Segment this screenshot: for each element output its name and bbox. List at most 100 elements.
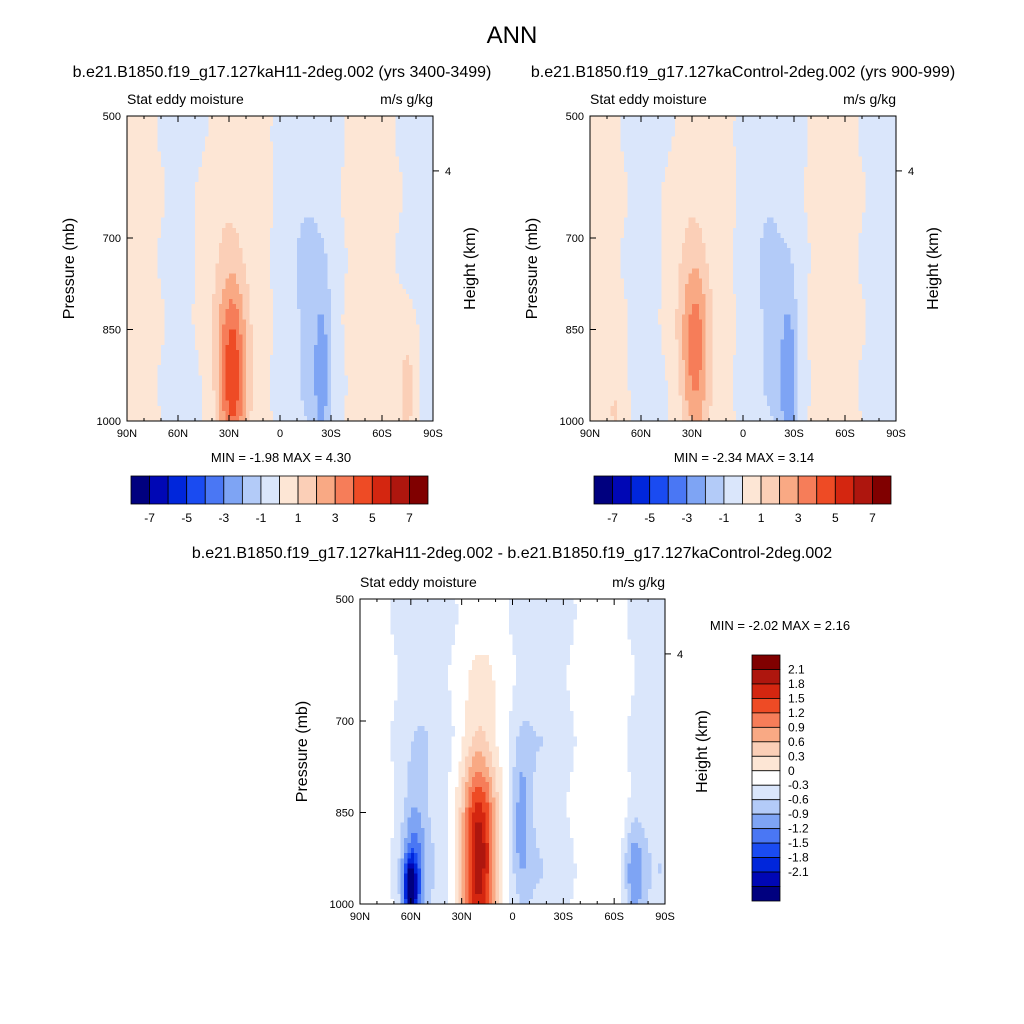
heatmap-cell bbox=[382, 146, 386, 153]
heatmap-cell bbox=[171, 324, 176, 331]
heatmap-cell bbox=[218, 141, 223, 148]
heatmap-cell bbox=[140, 217, 145, 224]
heatmap-cell bbox=[269, 161, 274, 168]
heatmap-cell bbox=[334, 151, 339, 158]
heatmap-cell bbox=[161, 192, 165, 198]
heatmap-cell bbox=[307, 253, 312, 259]
heatmap-cell bbox=[167, 263, 172, 270]
heatmap-cell bbox=[171, 126, 176, 132]
heatmap-cell bbox=[232, 349, 237, 356]
heatmap-cell bbox=[344, 283, 349, 290]
heatmap-cell bbox=[215, 395, 220, 402]
heatmap-cell bbox=[344, 288, 349, 295]
heatmap-cell bbox=[239, 253, 244, 259]
heatmap-cell bbox=[218, 248, 223, 254]
heatmap-cell bbox=[263, 166, 267, 173]
heatmap-cell bbox=[320, 131, 325, 137]
heatmap-cell bbox=[293, 161, 298, 168]
heatmap-cell bbox=[178, 171, 182, 178]
heatmap-cell bbox=[327, 131, 332, 137]
heatmap-cell bbox=[310, 238, 315, 244]
heatmap-cell bbox=[140, 202, 145, 209]
heatmap-cell bbox=[198, 375, 203, 381]
heatmap-cell bbox=[225, 283, 230, 290]
heatmap-cell bbox=[331, 288, 335, 295]
heatmap-cell bbox=[157, 202, 162, 209]
heatmap-cell bbox=[297, 288, 301, 295]
heatmap-cell bbox=[382, 121, 386, 127]
heatmap-cell bbox=[212, 177, 216, 183]
heatmap-cell bbox=[293, 202, 298, 209]
heatmap-cell bbox=[266, 222, 271, 229]
heatmap-cell bbox=[137, 349, 142, 356]
heatmap-cell bbox=[348, 177, 352, 183]
heatmap-cell bbox=[235, 227, 240, 234]
heatmap-cell bbox=[205, 222, 210, 229]
heatmap-cell bbox=[303, 116, 308, 122]
heatmap-cell bbox=[212, 116, 216, 122]
heatmap-cell bbox=[286, 380, 291, 387]
heatmap-cell bbox=[293, 192, 298, 198]
heatmap-cell bbox=[314, 141, 318, 148]
heatmap-cell bbox=[205, 177, 210, 183]
heatmap-cell bbox=[320, 278, 325, 285]
heatmap-cell bbox=[133, 131, 138, 137]
heatmap-cell bbox=[218, 268, 223, 275]
heatmap-cell bbox=[188, 263, 193, 270]
heatmap-cell bbox=[293, 283, 298, 290]
heatmap-cell bbox=[293, 309, 298, 315]
heatmap-cell bbox=[382, 116, 386, 122]
heatmap-cell bbox=[371, 232, 376, 239]
heatmap-cell bbox=[426, 309, 431, 315]
heatmap-cell bbox=[429, 268, 434, 275]
heatmap-cell bbox=[154, 207, 159, 214]
heatmap-cell bbox=[310, 222, 315, 229]
heatmap-cell bbox=[341, 278, 346, 285]
heatmap-cell bbox=[164, 278, 169, 285]
heatmap-cell bbox=[269, 319, 274, 326]
heatmap-cell bbox=[273, 253, 278, 259]
heatmap-cell bbox=[422, 288, 427, 295]
heatmap-cell bbox=[317, 161, 322, 168]
heatmap-cell bbox=[354, 116, 359, 122]
heatmap-cell bbox=[399, 273, 403, 280]
heatmap-cell bbox=[256, 141, 261, 148]
heatmap-cell bbox=[164, 283, 169, 290]
heatmap-cell bbox=[242, 207, 247, 214]
heatmap-cell bbox=[232, 288, 237, 295]
heatmap-cell bbox=[405, 293, 410, 300]
heatmap-cell bbox=[229, 278, 233, 285]
heatmap-cell bbox=[395, 268, 400, 275]
heatmap-cell bbox=[382, 156, 386, 163]
heatmap-cell bbox=[327, 146, 332, 153]
heatmap-cell bbox=[201, 166, 206, 173]
heatmap-cell bbox=[229, 304, 233, 310]
heatmap-cell bbox=[229, 136, 233, 143]
heatmap-cell bbox=[395, 263, 400, 270]
heatmap-cell bbox=[331, 299, 335, 305]
heatmap-cell bbox=[133, 136, 138, 143]
heatmap-cell bbox=[395, 299, 400, 305]
heatmap-cell bbox=[188, 232, 193, 239]
heatmap-cell bbox=[252, 171, 257, 178]
heatmap-cell bbox=[140, 278, 145, 285]
heatmap-cell bbox=[256, 248, 261, 254]
heatmap-cell bbox=[188, 365, 193, 371]
heatmap-cell bbox=[256, 227, 261, 234]
heatmap-cell bbox=[385, 238, 390, 244]
heatmap-cell bbox=[229, 151, 233, 158]
heatmap-cell bbox=[405, 309, 410, 315]
heatmap-cell bbox=[354, 182, 359, 188]
heatmap-cell bbox=[426, 126, 431, 132]
heatmap-cell bbox=[344, 253, 349, 259]
heatmap-cell bbox=[392, 202, 397, 209]
heatmap-cell bbox=[273, 243, 278, 249]
heatmap-cell bbox=[171, 217, 176, 224]
heatmap-cell bbox=[392, 156, 397, 163]
heatmap-cell bbox=[382, 222, 386, 229]
heatmap-cell bbox=[426, 192, 431, 198]
heatmap-cell bbox=[252, 146, 257, 153]
heatmap-cell bbox=[358, 309, 363, 315]
heatmap-cell bbox=[195, 136, 199, 143]
heatmap-cell bbox=[150, 197, 155, 204]
